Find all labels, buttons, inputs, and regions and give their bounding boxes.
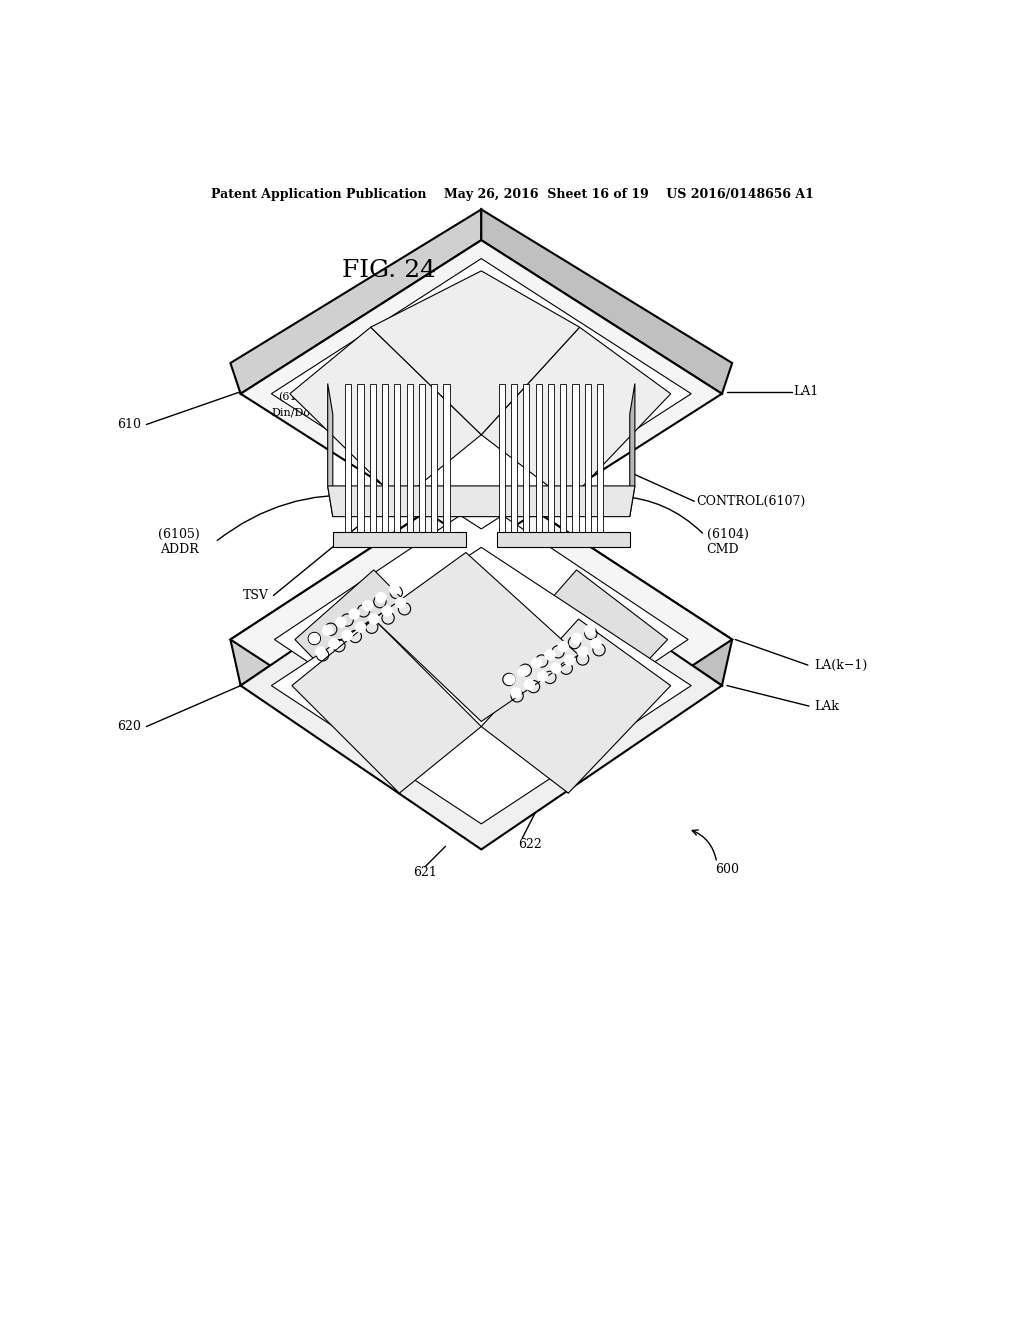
Text: 622: 622 bbox=[518, 838, 543, 851]
Circle shape bbox=[505, 675, 515, 685]
Polygon shape bbox=[511, 384, 517, 537]
Text: LA1: LA1 bbox=[794, 385, 819, 399]
Text: (6102): (6102) bbox=[611, 381, 648, 392]
Text: FIG. 24: FIG. 24 bbox=[342, 260, 436, 282]
Circle shape bbox=[538, 672, 548, 681]
Polygon shape bbox=[597, 384, 603, 537]
Polygon shape bbox=[499, 384, 505, 537]
Polygon shape bbox=[371, 271, 580, 434]
Circle shape bbox=[585, 626, 595, 635]
Polygon shape bbox=[345, 384, 351, 537]
Polygon shape bbox=[481, 570, 668, 744]
Circle shape bbox=[369, 614, 379, 624]
Polygon shape bbox=[230, 475, 481, 685]
Polygon shape bbox=[230, 210, 481, 393]
Polygon shape bbox=[548, 384, 554, 537]
Polygon shape bbox=[585, 384, 591, 537]
Polygon shape bbox=[370, 384, 376, 537]
Polygon shape bbox=[630, 384, 635, 516]
Circle shape bbox=[551, 663, 561, 673]
Polygon shape bbox=[333, 532, 466, 548]
Polygon shape bbox=[481, 210, 732, 393]
Text: 620: 620 bbox=[118, 721, 141, 733]
Circle shape bbox=[591, 639, 601, 648]
Circle shape bbox=[362, 601, 373, 611]
Text: Din/Dout: Din/Dout bbox=[271, 407, 323, 417]
Circle shape bbox=[323, 626, 333, 635]
Circle shape bbox=[564, 655, 574, 665]
Polygon shape bbox=[419, 384, 425, 537]
Circle shape bbox=[309, 634, 319, 644]
Text: region: region bbox=[355, 704, 392, 714]
Circle shape bbox=[329, 639, 339, 648]
Circle shape bbox=[376, 593, 386, 603]
Circle shape bbox=[342, 631, 352, 640]
Polygon shape bbox=[560, 384, 566, 537]
Text: Patent Application Publication    May 26, 2016  Sheet 16 of 19    US 2016/014865: Patent Application Publication May 26, 2… bbox=[211, 187, 813, 201]
Circle shape bbox=[571, 634, 582, 644]
Circle shape bbox=[524, 680, 535, 689]
Polygon shape bbox=[443, 384, 450, 537]
Circle shape bbox=[545, 649, 555, 660]
Text: Memory: Memory bbox=[350, 719, 397, 730]
Polygon shape bbox=[241, 240, 722, 548]
Polygon shape bbox=[481, 475, 732, 685]
Polygon shape bbox=[536, 384, 542, 537]
Circle shape bbox=[558, 642, 568, 652]
Polygon shape bbox=[572, 384, 579, 537]
Circle shape bbox=[355, 622, 366, 632]
Polygon shape bbox=[481, 619, 671, 793]
Text: LA(k−1): LA(k−1) bbox=[814, 659, 867, 672]
Text: 621: 621 bbox=[413, 866, 437, 879]
Circle shape bbox=[395, 598, 406, 607]
Polygon shape bbox=[481, 327, 671, 502]
Polygon shape bbox=[271, 548, 691, 824]
Polygon shape bbox=[271, 259, 691, 529]
Circle shape bbox=[315, 647, 326, 657]
Text: CMD: CMD bbox=[707, 543, 739, 556]
Polygon shape bbox=[290, 327, 481, 502]
Polygon shape bbox=[357, 384, 364, 537]
Text: (6104): (6104) bbox=[707, 528, 749, 541]
Polygon shape bbox=[497, 532, 630, 548]
Polygon shape bbox=[382, 384, 388, 537]
Polygon shape bbox=[274, 502, 688, 777]
Text: (6103): (6103) bbox=[279, 392, 315, 403]
Polygon shape bbox=[407, 384, 413, 537]
Text: ADDR: ADDR bbox=[160, 543, 199, 556]
Circle shape bbox=[511, 688, 521, 698]
Circle shape bbox=[389, 585, 399, 594]
Circle shape bbox=[518, 667, 528, 676]
Polygon shape bbox=[295, 570, 481, 747]
Text: LAk: LAk bbox=[814, 700, 839, 713]
Circle shape bbox=[531, 657, 542, 668]
Polygon shape bbox=[230, 475, 732, 804]
Text: CONTROL(6107): CONTROL(6107) bbox=[696, 495, 806, 508]
Text: 600: 600 bbox=[715, 863, 739, 876]
Circle shape bbox=[349, 609, 359, 619]
Polygon shape bbox=[328, 486, 635, 516]
Circle shape bbox=[382, 606, 392, 616]
Polygon shape bbox=[292, 619, 481, 793]
Circle shape bbox=[578, 647, 588, 657]
Polygon shape bbox=[523, 384, 529, 537]
Text: X-Driver: X-Driver bbox=[417, 358, 464, 368]
Polygon shape bbox=[431, 384, 437, 537]
Text: (6105): (6105) bbox=[159, 528, 200, 541]
Text: 610: 610 bbox=[118, 418, 141, 430]
Polygon shape bbox=[328, 384, 333, 516]
Text: (6101): (6101) bbox=[422, 342, 459, 352]
Text: TSV: TSV bbox=[243, 589, 269, 602]
Polygon shape bbox=[241, 521, 722, 850]
Polygon shape bbox=[394, 384, 400, 537]
Polygon shape bbox=[374, 553, 579, 722]
Circle shape bbox=[336, 616, 346, 627]
Text: Y-Driver: Y-Driver bbox=[607, 397, 652, 407]
